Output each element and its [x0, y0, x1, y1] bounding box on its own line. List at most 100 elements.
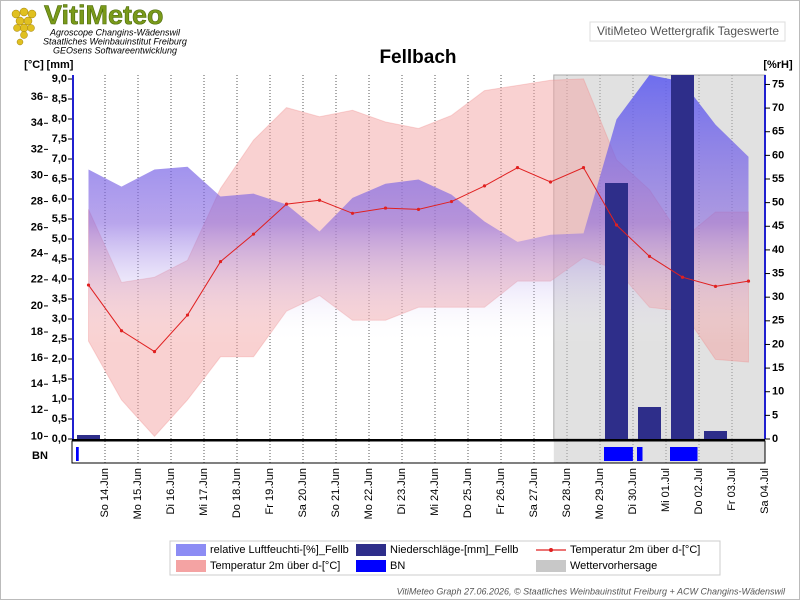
x-tick-label: Fr 19.Jun [264, 468, 276, 514]
temperature-point [350, 211, 355, 215]
temperature-point [218, 259, 223, 264]
y2-tick-label: 0,5 [52, 413, 67, 425]
x-tick-label: Sa 04.Jul [759, 468, 771, 514]
logo-text: VitiMeteo [44, 0, 164, 30]
forecast-shade [553, 441, 765, 463]
logo-grapes [11, 7, 37, 46]
header-box-text: VitiMeteo Wettergrafik Tageswerte [597, 24, 779, 38]
y2-tick-label: 3,0 [52, 313, 67, 325]
temperature-point [482, 184, 487, 188]
x-tick-label: Sa 20.Jun [297, 468, 309, 518]
temperature-point [515, 166, 520, 170]
y3-tick-label: 45 [772, 220, 784, 232]
y2-tick-label: 2,5 [52, 333, 67, 345]
legend-label: Wettervorhersage [570, 560, 657, 572]
x-tick-label: Mo 22.Jun [363, 468, 375, 519]
temperature-point [614, 223, 619, 227]
y3-tick-label: 50 [772, 197, 784, 209]
precip-bar [671, 75, 694, 439]
y3-tick-label: 20 [772, 338, 784, 350]
y-tick-label: 10 [31, 430, 43, 442]
temperature-point [86, 283, 91, 287]
precip-bar [77, 435, 100, 439]
y2-tick-label: 5,5 [52, 213, 67, 225]
temperature-point [251, 232, 256, 236]
legend-swatch [549, 548, 553, 552]
y2-tick-label: 7,5 [52, 133, 67, 145]
temperature-point [449, 199, 454, 204]
temperature-point [317, 198, 322, 202]
logo-line: GEOsens Softwareentwicklung [53, 45, 177, 55]
legend-swatch [176, 560, 206, 572]
precip-bar [605, 183, 628, 439]
x-tick-label: Do 02.Jul [693, 468, 705, 514]
y3-axis-label: [%rH] [763, 59, 793, 71]
temperature-point [185, 313, 190, 317]
bn-mark [604, 447, 633, 461]
x-tick-label: Di 23.Jun [396, 468, 408, 514]
y2-tick-label: 1,5 [52, 373, 67, 385]
y3-tick-label: 10 [772, 386, 784, 398]
temperature-point [119, 329, 124, 333]
y3-tick-label: 5 [772, 409, 778, 421]
y3-tick-label: 30 [772, 291, 784, 303]
x-tick-label: Fr 26.Jun [495, 468, 507, 514]
y2-tick-label: 8,5 [52, 93, 67, 105]
legend-swatch [536, 560, 566, 572]
y2-tick-label: 1,0 [52, 393, 67, 405]
legend-swatch [176, 544, 206, 556]
y-tick-label: 26 [31, 222, 43, 234]
chart-title: Fellbach [379, 47, 456, 68]
header-box [589, 21, 786, 42]
bn-mark [637, 447, 643, 461]
x-tick-label: Fr 03.Jul [726, 468, 738, 511]
y2-tick-label: 3,5 [52, 293, 67, 305]
y3-tick-label: 40 [772, 244, 784, 256]
y-tick-label: 32 [31, 143, 43, 155]
y-tick-label: 16 [31, 352, 43, 364]
temperature-point [284, 202, 289, 206]
x-tick-label: Mi 17.Jun [198, 468, 210, 516]
y-tick-label: 14 [31, 378, 44, 390]
temperature-point [746, 279, 751, 283]
y2-tick-label: 0,0 [52, 433, 67, 445]
y-tick-label: 30 [31, 169, 43, 181]
x-tick-label: Sa 27.Jun [528, 468, 540, 518]
legend-label: Niederschläge-[mm]_Fellb [390, 544, 518, 556]
y-tick-label: 36 [31, 91, 43, 103]
y2-tick-label: 6,5 [52, 173, 67, 185]
x-tick-label: So 14.Jun [99, 468, 111, 518]
temperature-point [713, 284, 718, 288]
x-tick-label: So 21.Jun [330, 468, 342, 518]
y-tick-label: 24 [31, 248, 44, 260]
x-tick-label: Di 30.Jun [627, 468, 639, 514]
temperature-point [416, 207, 421, 211]
x-tick-label: Mo 29.Jun [594, 468, 606, 519]
y2-tick-label: 4,5 [52, 253, 67, 265]
x-tick-label: Do 18.Jun [231, 468, 243, 518]
y-tick-label: 12 [31, 404, 43, 416]
y-tick-label: 28 [31, 195, 43, 207]
temperature-point [680, 275, 685, 279]
legend-box [169, 540, 721, 576]
y2-tick-label: 4,0 [52, 273, 67, 285]
x-tick-label: Mi 24.Jun [429, 468, 441, 516]
y3-tick-label: 15 [772, 362, 784, 374]
bn-mark [76, 447, 79, 461]
y-tick-label: 20 [31, 300, 43, 312]
temperature-point [383, 206, 388, 210]
temperature-point [152, 349, 157, 354]
legend-label: relative Luftfeuchti-[%]_Fellb [210, 544, 349, 556]
temperature-point [548, 180, 553, 184]
y2-tick-label: 2,0 [52, 353, 67, 365]
y-tick-label: 34 [31, 117, 44, 129]
x-tick-label: Mi 01.Jul [660, 468, 672, 512]
x-tick-label: Di 16.Jun [165, 468, 177, 514]
x-tick-label: So 28.Jun [561, 468, 573, 518]
y2-tick-label: 7,0 [52, 153, 67, 165]
precip-bar [638, 407, 661, 439]
y3-tick-label: 0 [772, 433, 778, 445]
x-tick-label: Mo 15.Jun [132, 468, 144, 519]
x-tick-label: Do 25.Jun [462, 468, 474, 518]
